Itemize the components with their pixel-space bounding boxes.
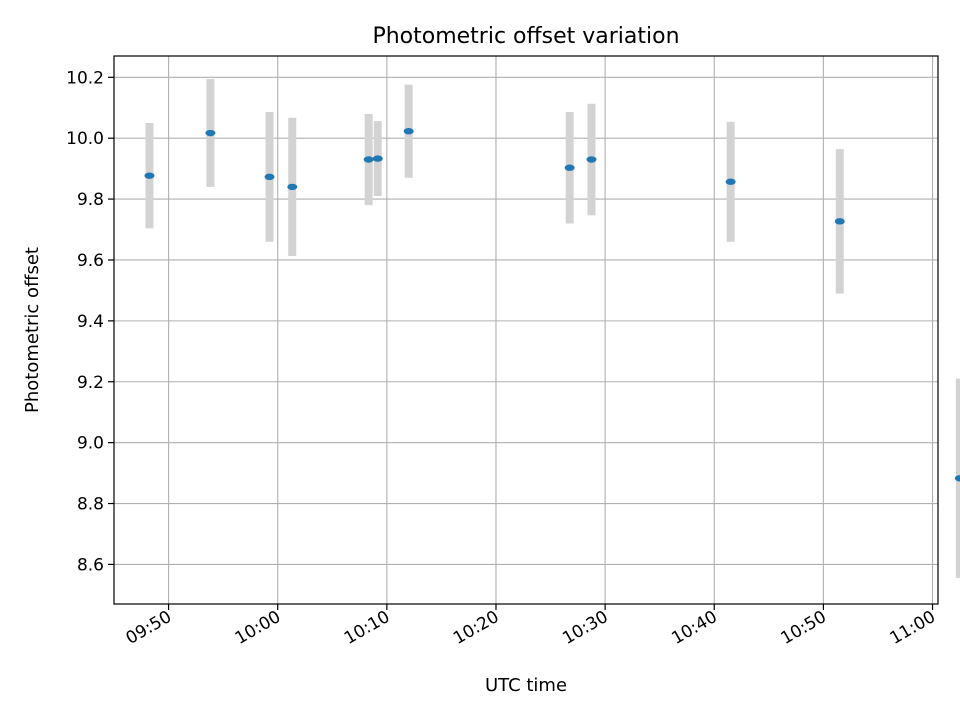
chart-title: Photometric offset variation [372,24,679,49]
data-point [205,129,216,137]
data-point [287,183,298,191]
y-tick-label: 9.2 [77,373,104,393]
y-tick-label: 8.8 [77,495,104,515]
y-tick-label: 8.6 [77,555,104,575]
y-tick-label: 9.8 [77,190,104,210]
data-point [725,178,736,185]
y-axis-ticks: 8.6 8.8 9.0 9.2 9.4 9.6 9.8 10.0 10.2 [66,68,114,575]
data-point [403,127,414,135]
data-point [564,164,575,171]
data-point [264,173,275,181]
y-tick-label: 9.4 [77,312,104,332]
data-points [144,127,960,482]
data-point [363,156,374,163]
plot-area [114,56,938,604]
data-point [372,155,383,162]
data-point [586,156,597,163]
grid [114,56,938,604]
data-point [834,218,845,225]
y-axis-label: Photometric offset [22,247,43,413]
y-tick-label: 9.6 [77,251,104,271]
x-axis-label: UTC time [485,675,567,696]
data-point [954,475,960,482]
plot-frame [113,55,939,605]
y-tick-label: 10.0 [66,129,104,149]
y-tick-label: 10.2 [66,68,104,88]
y-tick-label: 9.0 [77,434,104,454]
data-point [144,172,155,179]
